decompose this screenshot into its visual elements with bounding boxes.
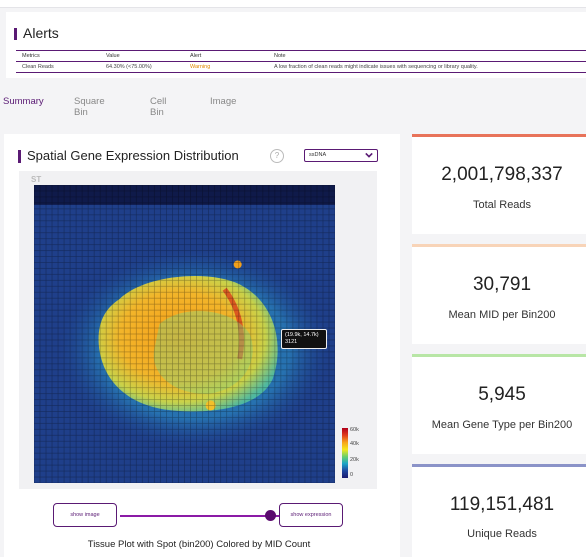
alerts-table: Metrics Value Alert Note Clean Reads 64.… [16,50,586,73]
table-header-row: Metrics Value Alert Note [16,50,586,62]
cell-note: A low fraction of clean reads might indi… [268,61,586,73]
slider-handle[interactable] [265,510,276,521]
tab-summary[interactable]: Summary [3,96,44,107]
colorbar [342,428,348,478]
alerts-heading: Alerts [14,25,59,41]
panel-heading: Spatial Gene Expression Distribution [18,148,239,164]
slider-track[interactable] [120,515,280,517]
cell-alert-warning: Warning [184,61,268,73]
tooltip-coords: (19.9k, 14.7k) [285,332,319,338]
kpi-label: Mean Gene Type per Bin200 [431,419,573,431]
table-row: Clean Reads 64.30% (<75.00%) Warning A l… [16,61,586,73]
column-header-alert: Alert [184,50,268,62]
info-icon[interactable]: ? [270,149,284,163]
kpi-accent-bar [412,134,586,137]
tab-square-bin[interactable]: Square Bin [74,96,105,118]
colorbar-tick: 40k [350,441,359,447]
kpi-card-mean-mid: 30,791 Mean MID per Bin200 [412,244,586,344]
spatial-plot[interactable]: ST [19,171,377,489]
tooltip-value: 3121 [285,339,298,345]
hover-tooltip: (19.9k, 14.7k) 3121 [281,329,327,349]
tab-cell-bin[interactable]: Cell Bin [150,96,167,118]
colorbar-tick: 60k [350,427,359,433]
show-expression-button[interactable]: show expression [279,503,343,527]
kpi-label: Mean MID per Bin200 [448,309,556,321]
kpi-accent-bar [412,464,586,467]
kpi-value: 2,001,798,337 [441,164,563,185]
colorbar-tick: 0 [350,472,354,478]
plot-label: ST [31,175,42,184]
chevron-down-icon [365,152,373,158]
select-value: ssDNA [309,152,327,158]
kpi-value: 5,945 [478,384,526,405]
column-header-value: Value [100,50,184,62]
image-type-select[interactable]: ssDNA [304,149,378,162]
kpi-value: 119,151,481 [449,494,555,515]
colorbar-tick: 20k [350,457,359,463]
plot-caption: Tissue Plot with Spot (bin200) Colored b… [87,539,311,550]
layer-toggle-slider: show image show expression [4,502,400,530]
show-image-button[interactable]: show image [53,503,117,527]
alerts-title: Alerts [23,25,59,41]
section-marker [18,150,21,164]
kpi-accent-bar [412,244,586,247]
kpi-card-unique-reads: 119,151,481 Unique Reads [412,464,586,557]
section-marker [14,28,17,41]
column-header-note: Note [268,50,586,62]
alerts-panel: Alerts Metrics Value Alert Note Clean Re… [6,12,586,78]
column-header-metrics: Metrics [16,50,100,62]
kpi-card-mean-gene-type: 5,945 Mean Gene Type per Bin200 [412,354,586,454]
cell-value: 64.30% (<75.00%) [100,61,184,73]
panel-title: Spatial Gene Expression Distribution [27,148,239,163]
kpi-label: Unique Reads [467,528,537,540]
kpi-value: 30,791 [472,274,532,295]
kpi-accent-bar [412,354,586,357]
spatial-expression-panel: Spatial Gene Expression Distribution ? s… [4,134,400,557]
top-border [0,0,586,8]
kpi-card-total-reads: 2,001,798,337 Total Reads [412,134,586,234]
tab-image[interactable]: Image [210,96,237,107]
kpi-label: Total Reads [472,199,532,211]
cell-metric: Clean Reads [16,61,100,73]
